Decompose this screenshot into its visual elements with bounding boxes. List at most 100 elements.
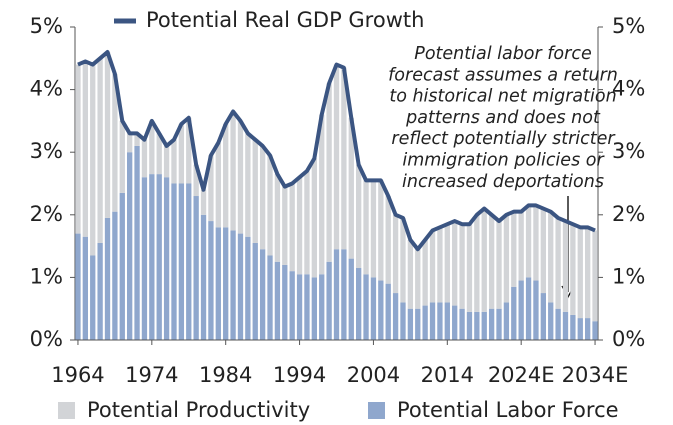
annotation: to historical net migration [389, 87, 616, 107]
bar [163, 177, 170, 340]
bar [193, 164, 199, 197]
bar [481, 208, 487, 312]
bar [444, 224, 450, 303]
bar [429, 302, 436, 340]
bar [149, 120, 155, 175]
bar [415, 308, 421, 340]
bar [592, 230, 598, 322]
bar [356, 268, 362, 340]
bar [378, 180, 384, 281]
bar [104, 217, 111, 340]
bar [289, 271, 295, 340]
x-tick-label: 2034E [562, 363, 629, 387]
bar [378, 280, 384, 340]
bar [97, 58, 103, 243]
y-tick-label: 5% [30, 14, 63, 38]
bar [518, 280, 524, 340]
bar [348, 258, 354, 340]
legend-label: Potential Productivity [87, 398, 310, 422]
bar [422, 305, 428, 340]
bar [156, 174, 162, 340]
bar [326, 261, 332, 340]
bar [274, 174, 281, 262]
bar [540, 208, 546, 294]
y2-tick-label: 3% [612, 139, 645, 163]
bar [356, 164, 362, 269]
bar [562, 221, 569, 312]
bar [474, 214, 480, 312]
bar [385, 283, 391, 340]
bar [178, 183, 185, 340]
bar [186, 117, 192, 184]
bar [437, 302, 443, 340]
bar [141, 177, 148, 340]
bar [452, 221, 458, 306]
bar [533, 205, 539, 281]
bar [488, 214, 495, 309]
bar [319, 114, 325, 275]
bar [392, 293, 399, 340]
annotation: patterns and does not [405, 108, 601, 128]
bar [570, 224, 576, 315]
y2-tick-label: 2% [612, 202, 645, 226]
bar [400, 302, 406, 340]
bar [407, 239, 414, 309]
bar [511, 286, 517, 340]
bar [488, 308, 495, 340]
bar [200, 214, 207, 340]
bar [407, 308, 414, 340]
bar [444, 302, 450, 340]
bar [134, 133, 140, 146]
bar [267, 155, 273, 256]
bar [474, 311, 480, 340]
bar [171, 183, 177, 340]
bar [75, 64, 81, 234]
bar [215, 227, 221, 340]
bar [429, 230, 436, 303]
bar [392, 214, 399, 294]
bar [548, 302, 554, 340]
bar [562, 311, 569, 340]
bar [237, 120, 244, 234]
bar [186, 183, 192, 340]
bar [592, 321, 598, 340]
legend-swatch [368, 402, 385, 419]
bar [134, 145, 140, 340]
y-tick-label: 3% [30, 139, 63, 163]
bar [311, 158, 317, 278]
x-tick-label: 2014 [421, 363, 474, 387]
bar [370, 277, 377, 340]
bar [296, 177, 303, 275]
bar [555, 308, 561, 340]
bar [311, 277, 317, 340]
bar [341, 249, 347, 340]
bar [555, 217, 561, 309]
bar [363, 180, 369, 275]
x-tick-label: 1974 [125, 363, 178, 387]
bar [230, 230, 236, 340]
y-tick-label: 2% [30, 202, 63, 226]
bar [90, 64, 96, 256]
bar [511, 211, 517, 287]
bar [341, 67, 347, 250]
bar [97, 242, 103, 340]
bar [525, 205, 532, 278]
bar [570, 314, 576, 340]
bar [267, 255, 273, 340]
bar [252, 242, 258, 340]
bar [296, 274, 303, 340]
annotation: forecast assumes a return [388, 65, 618, 85]
bar [326, 83, 332, 262]
bar [215, 142, 221, 228]
bar [237, 233, 244, 340]
bar [127, 133, 133, 153]
bar [223, 124, 229, 228]
bar [584, 318, 591, 340]
legend-label: Potential Real GDP Growth [146, 8, 424, 32]
bar [259, 145, 266, 250]
bar [119, 120, 125, 193]
bar [223, 227, 229, 340]
bar [127, 152, 133, 340]
bar [533, 280, 539, 340]
